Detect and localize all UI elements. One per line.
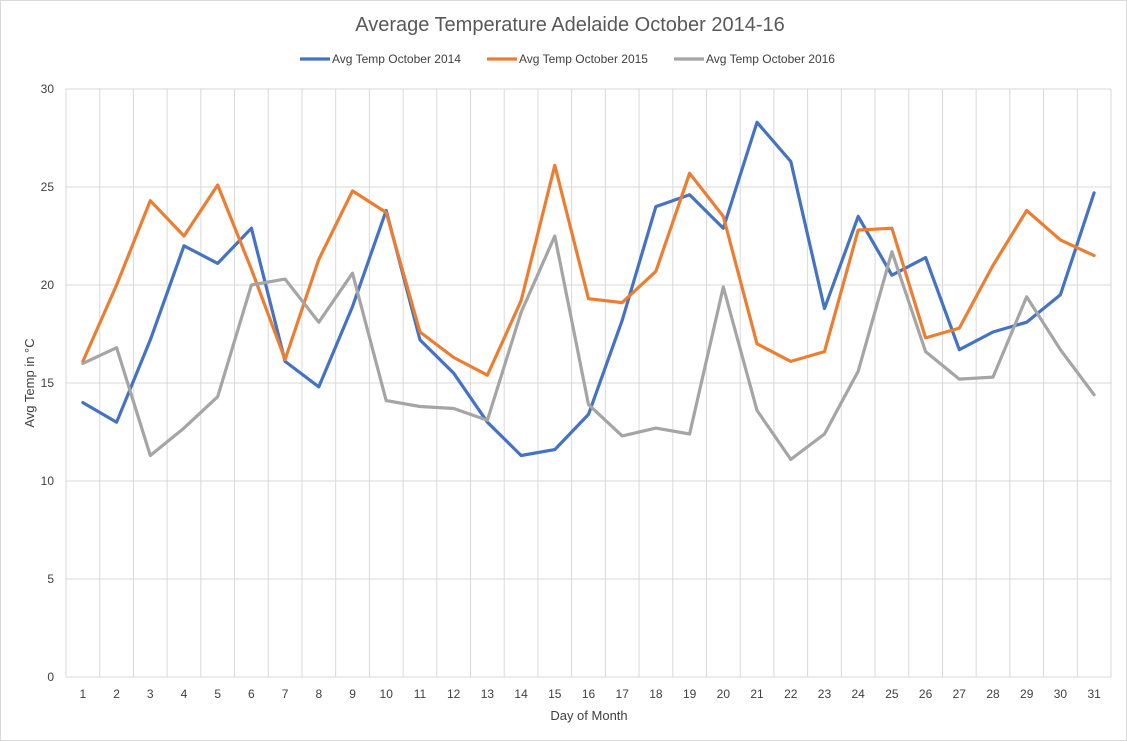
x-tick-label: 26 [919, 687, 933, 701]
series-line-2 [81, 163, 1096, 377]
y-axis-label: Avg Temp in °C [22, 338, 37, 427]
y-tick-label: 30 [41, 82, 55, 96]
legend: Avg Temp October 2014 Avg Temp October 20… [300, 52, 835, 66]
x-tick-label: 2 [113, 687, 120, 701]
y-tick-label: 5 [47, 572, 54, 586]
x-tick-label: 14 [514, 687, 528, 701]
x-tick-label: 27 [953, 687, 967, 701]
x-tick-label: 5 [214, 687, 221, 701]
x-tick-label: 12 [447, 687, 461, 701]
x-tick-label: 3 [147, 687, 154, 701]
x-axis-ticks: 1 2 3 4 5 6 7 8 9 10 11 12 13 14 15 16 17 18 19 20 21 22 23 24 2… [80, 687, 1102, 701]
x-axis-label: Day of Month [550, 708, 627, 723]
y-tick-label: 10 [41, 474, 55, 488]
x-tick-label: 16 [582, 687, 596, 701]
x-tick-label: 13 [481, 687, 495, 701]
x-tick-label: 30 [1054, 687, 1068, 701]
x-tick-label: 1 [80, 687, 87, 701]
x-tick-label: 6 [248, 687, 255, 701]
x-tick-label: 7 [282, 687, 289, 701]
x-tick-label: 21 [750, 687, 764, 701]
y-axis-ticks: 0 5 10 15 20 25 30 [41, 82, 55, 684]
x-tick-label: 11 [414, 687, 427, 701]
y-tick-label: 0 [47, 670, 54, 684]
y-tick-label: 15 [41, 376, 55, 390]
x-tick-label: 23 [818, 687, 832, 701]
x-tick-label: 25 [885, 687, 899, 701]
x-tick-label: 15 [548, 687, 562, 701]
x-tick-label: 19 [683, 687, 697, 701]
x-tick-label: 4 [181, 687, 188, 701]
x-tick-label: 22 [784, 687, 798, 701]
x-tick-label: 18 [649, 687, 663, 701]
legend-label-3: Avg Temp October 2016 [706, 52, 835, 66]
legend-label-1: Avg Temp October 2014 [332, 52, 461, 66]
x-tick-label: 8 [315, 687, 322, 701]
x-tick-label: 9 [349, 687, 356, 701]
x-tick-label: 10 [380, 687, 394, 701]
legend-label-2: Avg Temp October 2015 [519, 52, 648, 66]
x-tick-label: 31 [1087, 687, 1101, 701]
x-tick-label: 17 [616, 687, 630, 701]
x-tick-label: 20 [717, 687, 731, 701]
x-tick-label: 29 [1020, 687, 1034, 701]
gridlines [65, 88, 1112, 678]
y-tick-label: 20 [41, 278, 55, 292]
x-tick-label: 24 [851, 687, 865, 701]
series-line-3 [81, 234, 1096, 461]
y-tick-label: 25 [41, 180, 55, 194]
series-lines [81, 120, 1096, 461]
chart-title: Average Temperature Adelaide October 201… [355, 14, 785, 36]
series-line-1 [81, 120, 1096, 458]
x-tick-label: 28 [986, 687, 1000, 701]
